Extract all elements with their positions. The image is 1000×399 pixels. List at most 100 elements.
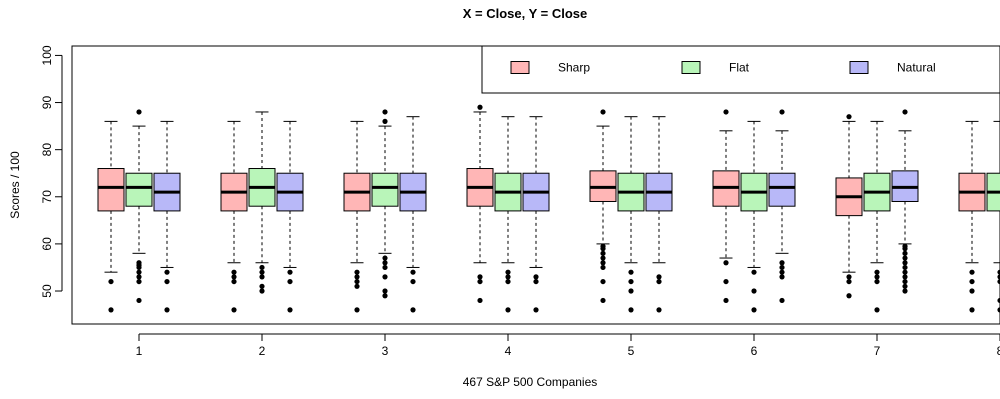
outlier-point: [164, 269, 170, 275]
outlier-point: [656, 278, 662, 285]
outlier-point: [505, 307, 511, 313]
x-tick-label: 4: [505, 344, 512, 358]
outlier-point: [969, 307, 975, 313]
outlier-point: [108, 278, 114, 285]
outlier-point: [136, 109, 142, 115]
outlier-point: [628, 288, 634, 294]
outlier-point: [628, 269, 634, 275]
x-tick-label: 7: [874, 344, 881, 358]
outlier-point: [600, 297, 606, 304]
outlier-point: [874, 274, 880, 280]
outlier-point: [259, 283, 265, 289]
outlier-point: [231, 307, 237, 313]
outlier-point: [108, 307, 114, 313]
outlier-point: [723, 278, 729, 285]
box-sharp: [220, 120, 248, 313]
outlier-point: [259, 264, 265, 271]
outlier-point: [354, 278, 360, 285]
box-sharp: [466, 104, 494, 304]
box-natural: [522, 116, 550, 313]
box-natural: [645, 116, 673, 313]
x-tick-label: 8: [997, 344, 1000, 358]
y-tick-label: 90: [40, 96, 54, 110]
legend-label-flat: Flat: [729, 61, 750, 75]
outlier-point: [477, 104, 483, 110]
box-sharp: [343, 120, 371, 313]
box-group: [97, 104, 1000, 313]
y-tick-label: 50: [40, 284, 54, 298]
x-axis-label: 467 S&P 500 Companies: [463, 375, 598, 389]
box-flat: [740, 120, 768, 313]
outlier-point: [382, 264, 388, 271]
outlier-point: [136, 274, 142, 280]
outlier-point: [751, 307, 757, 313]
box-flat: [986, 120, 1000, 313]
outlier-point: [600, 264, 606, 271]
outlier-point: [779, 269, 785, 275]
outlier-point: [751, 288, 757, 294]
outlier-point: [231, 269, 237, 275]
outlier-point: [354, 269, 360, 275]
box-natural: [891, 109, 919, 294]
outlier-point: [997, 297, 1000, 304]
outlier-point: [846, 114, 852, 120]
outlier-point: [779, 274, 785, 280]
legend: Sharp Flat Natural: [481, 45, 1000, 94]
outlier-point: [600, 260, 606, 266]
outlier-point: [902, 255, 908, 261]
outlier-point: [902, 288, 908, 294]
x-tick-label: 2: [259, 344, 266, 358]
outlier-point: [902, 260, 908, 266]
box-sharp: [835, 114, 863, 299]
outlier-point: [164, 278, 170, 285]
outlier-point: [259, 274, 265, 280]
outlier-point: [136, 278, 142, 285]
legend-label-sharp: Sharp: [558, 61, 590, 75]
x-tick-label: 6: [751, 344, 758, 358]
outlier-point: [287, 307, 293, 313]
outlier-point: [874, 307, 880, 313]
outlier-point: [164, 307, 170, 313]
outlier-point: [505, 274, 511, 280]
outlier-point: [902, 246, 908, 252]
box-natural: [276, 120, 304, 313]
outlier-point: [136, 269, 142, 275]
box-sharp: [589, 109, 617, 304]
outlier-point: [969, 269, 975, 275]
box-natural: [153, 120, 181, 313]
outlier-point: [902, 269, 908, 275]
outlier-point: [231, 278, 237, 285]
outlier-point: [902, 264, 908, 271]
outlier-point: [231, 274, 237, 280]
legend-swatch-natural: [849, 61, 869, 74]
outlier-point: [354, 307, 360, 313]
outlier-point: [902, 109, 908, 115]
outlier-point: [382, 274, 388, 280]
outlier-point: [410, 278, 416, 285]
y-tick-label: 70: [40, 190, 54, 204]
outlier-point: [136, 297, 142, 304]
box-flat: [863, 120, 891, 313]
y-axis-label: Scores / 100: [8, 151, 22, 219]
outlier-point: [505, 278, 511, 285]
box-iqr: [371, 172, 399, 207]
outlier-point: [779, 109, 785, 115]
outlier-point: [505, 269, 511, 275]
box-iqr: [125, 172, 153, 207]
outlier-point: [902, 283, 908, 289]
box-iqr: [768, 172, 796, 207]
outlier-point: [997, 269, 1000, 275]
outlier-point: [410, 269, 416, 275]
outlier-point: [600, 246, 606, 252]
outlier-point: [874, 278, 880, 285]
outlier-point: [846, 293, 852, 299]
outlier-point: [969, 278, 975, 285]
outlier-point: [477, 274, 483, 280]
outlier-point: [779, 264, 785, 271]
outlier-point: [902, 250, 908, 256]
outlier-point: [997, 307, 1000, 313]
outlier-point: [382, 293, 388, 299]
outlier-point: [751, 269, 757, 275]
legend-swatch-sharp: [510, 61, 530, 74]
